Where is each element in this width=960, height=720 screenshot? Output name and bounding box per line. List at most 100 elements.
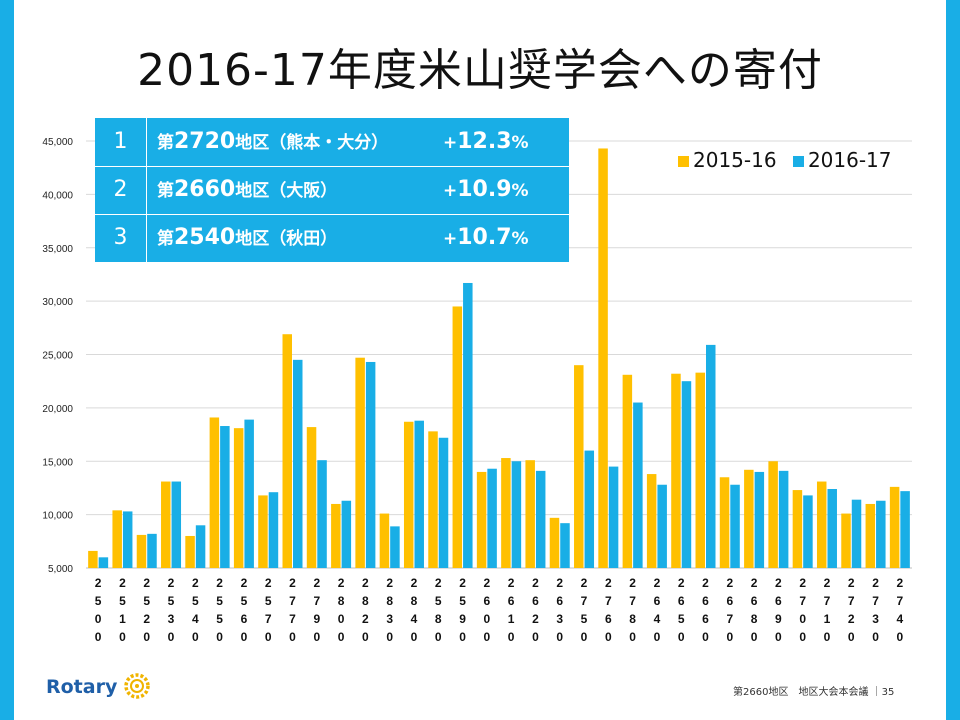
bar-2016-17-2600 — [487, 468, 497, 568]
bar-2015-16-2770 — [282, 334, 292, 568]
x-tick-label-digit: 7 — [313, 594, 320, 608]
district-suffix: 地区（秋田） — [235, 229, 338, 249]
bar-2015-16-2730 — [865, 503, 876, 568]
percent-sign: + — [443, 229, 458, 249]
x-tick-label-digit: 0 — [605, 630, 612, 644]
district-prefix: 第 — [157, 133, 174, 153]
x-tick-label-digit: 7 — [824, 594, 831, 608]
x-tick-label-digit: 2 — [678, 576, 685, 590]
x-tick-label-digit: 2 — [143, 612, 150, 626]
district-prefix: 第 — [157, 229, 174, 249]
rank-percent: +12.3% — [443, 118, 529, 166]
x-tick-label-digit: 6 — [751, 594, 758, 608]
x-tick-label-digit: 8 — [435, 612, 442, 626]
bar-2015-16-2650 — [671, 373, 681, 568]
bar-2015-16-2540 — [185, 535, 195, 568]
x-tick-label-digit: 0 — [338, 630, 345, 644]
x-tick-label-digit: 2 — [799, 576, 806, 590]
bar-2015-16-2580 — [428, 431, 438, 568]
district-number: 2660 — [174, 177, 236, 202]
y-tick-label: 30,000 — [42, 297, 73, 308]
x-tick-label-digit: 7 — [265, 612, 272, 626]
x-tick-label-digit: 2 — [654, 576, 661, 590]
bar-2016-17-2710 — [827, 489, 837, 568]
x-tick-label-digit: 0 — [751, 630, 758, 644]
bar-2015-16-2780 — [622, 374, 633, 568]
bar-2016-17-2510 — [122, 511, 133, 568]
x-tick-label-digit: 0 — [411, 630, 418, 644]
x-tick-label-digit: 0 — [824, 630, 831, 644]
x-tick-label-digit: 4 — [192, 612, 199, 626]
bar-2016-17-2610 — [511, 461, 522, 568]
y-tick-label: 45,000 — [42, 137, 73, 148]
x-tick-label-digit: 1 — [508, 612, 515, 626]
x-tick-label-digit: 2 — [751, 576, 758, 590]
x-tick-label-digit: 5 — [459, 594, 466, 608]
x-tick-label-digit: 2 — [556, 576, 563, 590]
x-tick-label-digit: 0 — [581, 630, 588, 644]
x-tick-label-digit: 2 — [362, 612, 369, 626]
x-tick-label-digit: 9 — [775, 612, 782, 626]
x-tick-label-digit: 3 — [168, 612, 175, 626]
bar-2015-16-2550 — [209, 417, 220, 568]
x-tick-label-digit: 0 — [362, 630, 369, 644]
x-tick-label-digit: 0 — [192, 630, 199, 644]
bar-2016-17-2770 — [293, 359, 303, 568]
x-tick-label-digit: 8 — [362, 594, 369, 608]
x-tick-label-digit: 8 — [386, 594, 393, 608]
bar-2016-17-2630 — [560, 523, 570, 568]
x-tick-label-digit: 2 — [411, 576, 418, 590]
district-suffix: 地区（大阪） — [235, 181, 338, 201]
bar-2016-17-2720 — [851, 499, 862, 568]
x-tick-label-digit: 0 — [726, 630, 733, 644]
bar-2015-16-2690 — [768, 461, 778, 568]
y-tick-label: 20,000 — [42, 404, 73, 415]
y-tick-label: 10,000 — [42, 511, 73, 522]
x-tick-label-digit: 2 — [726, 576, 733, 590]
x-tick-label-digit: 5 — [168, 594, 175, 608]
x-tick-label-digit: 5 — [192, 594, 199, 608]
x-tick-label-digit: 7 — [629, 594, 636, 608]
x-tick-label-digit: 8 — [629, 612, 636, 626]
x-tick-label-digit: 2 — [338, 576, 345, 590]
rank-district: 第2540地区（秋田） — [157, 214, 337, 262]
x-tick-label-digit: 2 — [192, 576, 199, 590]
x-tick-label-digit: 5 — [581, 612, 588, 626]
bar-2016-17-2650 — [681, 381, 692, 568]
bar-2015-16-2620 — [525, 460, 535, 568]
x-tick-label-digit: 2 — [386, 576, 393, 590]
rotary-logo: Rotary — [46, 673, 150, 699]
x-tick-label-digit: 0 — [484, 612, 491, 626]
bar-2016-17-2550 — [220, 426, 230, 568]
x-tick-label-digit: 7 — [289, 594, 296, 608]
rank-district: 第2660地区（大阪） — [157, 166, 337, 214]
footer-text: 第2660地区 地区大会本会議 ｜35 — [733, 687, 895, 698]
x-tick-label-digit: 2 — [775, 576, 782, 590]
x-tick-label-digit: 0 — [799, 630, 806, 644]
x-tick-label-digit: 5 — [678, 612, 685, 626]
x-tick-label-digit: 4 — [897, 612, 904, 626]
x-tick-label-digit: 6 — [702, 594, 709, 608]
bar-2015-16-2840 — [403, 421, 414, 568]
bar-2015-16-2740 — [889, 486, 900, 568]
x-tick-label-digit: 0 — [702, 630, 709, 644]
x-tick-label-digit: 9 — [313, 612, 320, 626]
x-tick-label-digit: 6 — [654, 594, 661, 608]
x-tick-label-digit: 6 — [508, 594, 515, 608]
bar-2015-16-2720 — [841, 513, 851, 568]
x-tick-label-digit: 5 — [265, 594, 272, 608]
x-tick-label-digit: 0 — [95, 630, 102, 644]
x-tick-label-digit: 0 — [386, 630, 393, 644]
x-tick-label-digit: 5 — [216, 594, 223, 608]
x-tick-label-digit: 2 — [532, 576, 539, 590]
x-tick-label-digit: 2 — [435, 576, 442, 590]
x-tick-label-digit: 6 — [556, 594, 563, 608]
legend-item-2016: 2016-17 — [792, 148, 892, 172]
ranking-row-1: 1 第2720地区（熊本・大分） +12.3% — [95, 118, 569, 167]
x-tick-label-digit: 0 — [168, 630, 175, 644]
bar-2016-17-2660 — [706, 344, 716, 568]
percent-value: 10.9 — [457, 177, 512, 202]
x-tick-label-digit: 3 — [556, 612, 563, 626]
x-tick-label-digit: 0 — [532, 630, 539, 644]
x-tick-label-digit: 7 — [897, 594, 904, 608]
